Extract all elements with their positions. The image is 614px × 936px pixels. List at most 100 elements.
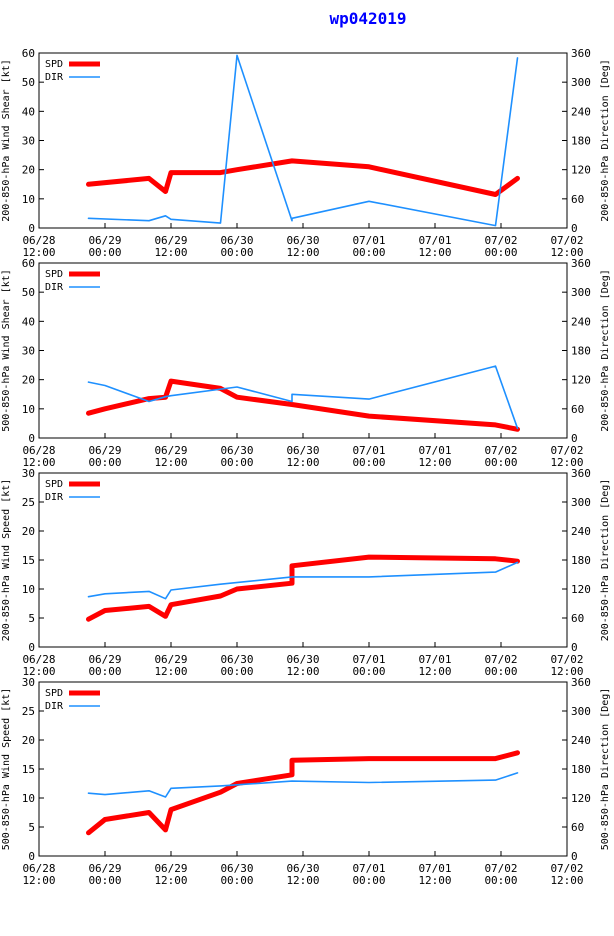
x-tick-time: 12:00 — [286, 874, 319, 887]
y-tick-label: 25 — [22, 496, 35, 509]
x-tick-date: 06/29 — [154, 862, 187, 875]
y-tick-label: 10 — [22, 403, 35, 416]
x-tick-date: 06/29 — [154, 234, 187, 247]
figure-title: wp042019 — [329, 9, 406, 28]
x-tick-date: 06/29 — [88, 444, 121, 457]
y-tick-label: 50 — [22, 76, 35, 89]
y-tick-label: 25 — [22, 705, 35, 718]
y2-tick-label: 120 — [571, 164, 591, 177]
x-tick-time: 12:00 — [22, 456, 55, 469]
x-tick-date: 07/01 — [418, 444, 451, 457]
y2-tick-label: 360 — [571, 257, 591, 270]
x-tick-time: 12:00 — [154, 874, 187, 887]
x-tick-time: 00:00 — [352, 665, 385, 678]
y-tick-label: 20 — [22, 374, 35, 387]
x-tick-date: 07/02 — [484, 653, 517, 666]
dir-series-line — [87, 772, 519, 798]
x-tick-date: 06/28 — [22, 862, 55, 875]
x-tick-date: 07/02 — [550, 234, 583, 247]
x-tick-date: 06/29 — [154, 444, 187, 457]
y-tick-label: 20 — [22, 525, 35, 538]
y2-tick-label: 300 — [571, 496, 591, 509]
y-tick-label: 5 — [28, 821, 35, 834]
y-tick-label: 60 — [22, 257, 35, 270]
x-tick-date: 06/29 — [88, 234, 121, 247]
y2-axis-label: 500-850-hPa Direction [Deg] — [600, 688, 611, 851]
y2-tick-label: 360 — [571, 47, 591, 60]
y2-tick-label: 60 — [571, 821, 584, 834]
dir-series-line — [87, 561, 519, 600]
y2-tick-label: 120 — [571, 583, 591, 596]
y-tick-label: 20 — [22, 734, 35, 747]
x-tick-time: 12:00 — [550, 456, 583, 469]
y-tick-label: 30 — [22, 345, 35, 358]
y-tick-label: 10 — [22, 583, 35, 596]
y-axis-label: 500-850-hPa Wind Shear [kt] — [1, 269, 12, 432]
y2-tick-label: 240 — [571, 525, 591, 538]
y2-tick-label: 300 — [571, 286, 591, 299]
y2-tick-label: 180 — [571, 763, 591, 776]
x-tick-time: 00:00 — [220, 874, 253, 887]
y2-tick-label: 60 — [571, 193, 584, 206]
x-tick-time: 00:00 — [88, 246, 121, 259]
x-tick-time: 12:00 — [418, 246, 451, 259]
x-tick-time: 12:00 — [22, 874, 55, 887]
x-tick-time: 00:00 — [88, 665, 121, 678]
y2-axis-label: 200-850-hPa Direction [Deg] — [600, 59, 611, 222]
y2-tick-label: 300 — [571, 76, 591, 89]
x-tick-date: 07/01 — [418, 234, 451, 247]
x-tick-date: 06/28 — [22, 444, 55, 457]
spd-series-line — [86, 750, 520, 836]
x-tick-date: 07/01 — [352, 862, 385, 875]
x-tick-date: 07/02 — [484, 234, 517, 247]
y2-tick-label: 0 — [571, 222, 578, 235]
y2-tick-label: 240 — [571, 105, 591, 118]
y-tick-label: 10 — [22, 792, 35, 805]
y-tick-label: 0 — [28, 850, 35, 863]
y2-tick-label: 0 — [571, 432, 578, 445]
x-tick-date: 07/01 — [352, 444, 385, 457]
x-tick-time: 12:00 — [154, 456, 187, 469]
y-tick-label: 20 — [22, 164, 35, 177]
y-axis-label: 500-850-hPa Wind Speed [kt] — [1, 688, 12, 851]
y-axis-label: 200-850-hPa Wind Shear [kt] — [1, 59, 12, 222]
y-tick-label: 40 — [22, 105, 35, 118]
y-tick-label: 10 — [22, 193, 35, 206]
y2-tick-label: 360 — [571, 467, 591, 480]
plot-frame — [38, 262, 568, 439]
x-tick-date: 06/29 — [154, 653, 187, 666]
legend-label-dir: DIR — [45, 282, 64, 293]
x-tick-date: 06/28 — [22, 653, 55, 666]
legend-label-dir: DIR — [45, 701, 64, 712]
legend-label-dir: DIR — [45, 72, 64, 83]
x-tick-time: 12:00 — [154, 246, 187, 259]
y-tick-label: 30 — [22, 135, 35, 148]
chart-panel-1: 010203040506006012018024030036006/2812:0… — [1, 47, 611, 259]
chart-panel-3: 05101520253006012018024030036006/2812:00… — [1, 467, 611, 678]
y-tick-label: 15 — [22, 763, 35, 776]
x-tick-time: 00:00 — [484, 665, 517, 678]
x-tick-time: 12:00 — [550, 874, 583, 887]
y-tick-label: 40 — [22, 315, 35, 328]
y-tick-label: 0 — [28, 641, 35, 654]
legend-label-spd: SPD — [45, 269, 63, 280]
x-tick-time: 00:00 — [220, 246, 253, 259]
dir-series-line — [87, 365, 519, 430]
x-tick-date: 07/02 — [550, 862, 583, 875]
x-tick-time: 00:00 — [484, 874, 517, 887]
y-tick-label: 60 — [22, 47, 35, 60]
x-tick-date: 07/02 — [550, 653, 583, 666]
x-tick-date: 06/29 — [88, 653, 121, 666]
x-tick-time: 12:00 — [418, 456, 451, 469]
y-tick-label: 0 — [28, 432, 35, 445]
x-tick-date: 06/30 — [286, 444, 319, 457]
x-tick-date: 06/30 — [220, 234, 253, 247]
spd-series-line — [86, 378, 520, 432]
y2-tick-label: 0 — [571, 641, 578, 654]
x-tick-time: 12:00 — [22, 665, 55, 678]
x-tick-time: 00:00 — [220, 456, 253, 469]
x-tick-time: 12:00 — [286, 456, 319, 469]
y2-tick-label: 180 — [571, 554, 591, 567]
x-tick-time: 00:00 — [88, 456, 121, 469]
